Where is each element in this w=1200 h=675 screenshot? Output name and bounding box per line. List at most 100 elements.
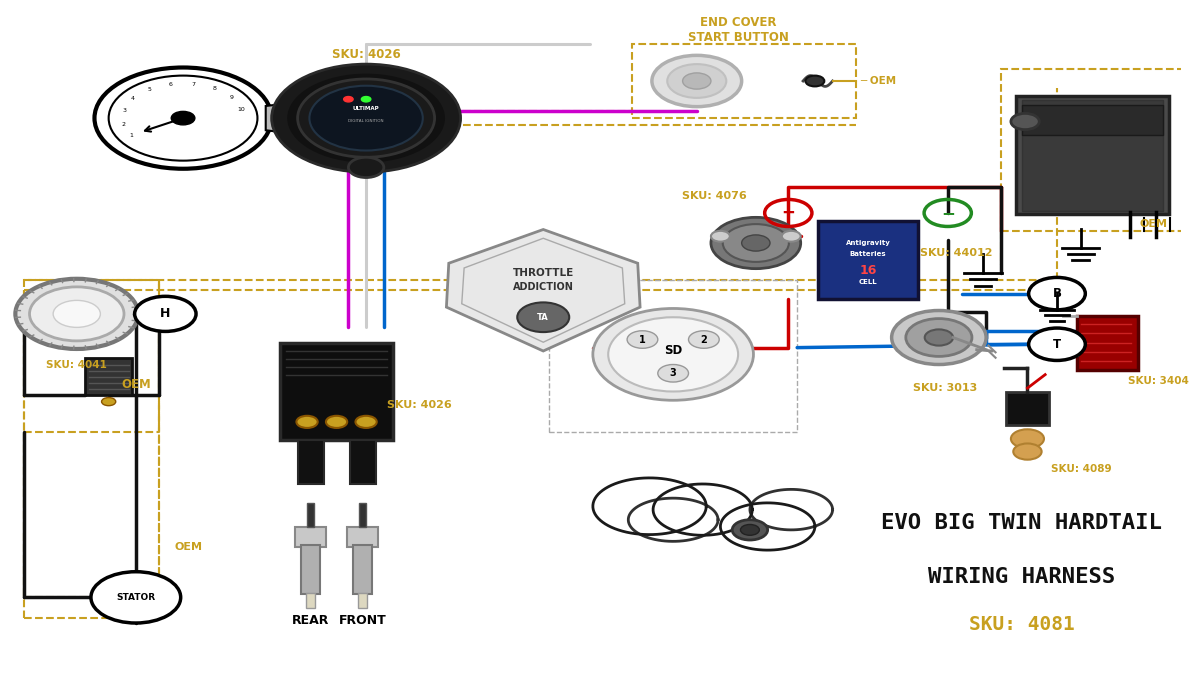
Circle shape bbox=[348, 157, 384, 178]
Circle shape bbox=[361, 97, 371, 102]
Text: 5: 5 bbox=[148, 87, 151, 92]
Circle shape bbox=[326, 416, 347, 428]
Text: SKU: 4081: SKU: 4081 bbox=[968, 615, 1074, 634]
Text: 6: 6 bbox=[168, 82, 173, 87]
Text: DIGITAL IGNITION: DIGITAL IGNITION bbox=[348, 119, 384, 124]
Circle shape bbox=[652, 55, 742, 107]
Circle shape bbox=[658, 364, 689, 382]
Circle shape bbox=[742, 235, 770, 251]
Circle shape bbox=[91, 572, 181, 623]
Text: WIRING HARNESS: WIRING HARNESS bbox=[928, 567, 1115, 587]
Circle shape bbox=[710, 217, 800, 269]
Text: 3: 3 bbox=[670, 369, 677, 378]
FancyBboxPatch shape bbox=[306, 593, 316, 608]
Text: TA: TA bbox=[538, 313, 550, 322]
Circle shape bbox=[689, 331, 719, 348]
Text: THROTTLE: THROTTLE bbox=[512, 269, 574, 278]
FancyBboxPatch shape bbox=[301, 545, 320, 594]
Text: B: B bbox=[1052, 287, 1062, 300]
FancyBboxPatch shape bbox=[1021, 105, 1163, 135]
Text: ─ OEM: ─ OEM bbox=[859, 76, 896, 86]
Circle shape bbox=[53, 300, 101, 327]
Text: SKU: 4041: SKU: 4041 bbox=[47, 360, 107, 369]
Text: STATOR: STATOR bbox=[116, 593, 155, 602]
Text: SKU: 4026: SKU: 4026 bbox=[386, 400, 451, 410]
Circle shape bbox=[95, 68, 271, 169]
FancyBboxPatch shape bbox=[298, 441, 324, 485]
Circle shape bbox=[298, 79, 434, 157]
Text: EVO BIG TWIN HARDTAIL: EVO BIG TWIN HARDTAIL bbox=[881, 513, 1162, 533]
FancyBboxPatch shape bbox=[1078, 316, 1139, 370]
Text: OEM: OEM bbox=[175, 542, 203, 551]
Circle shape bbox=[628, 331, 658, 348]
FancyBboxPatch shape bbox=[281, 343, 392, 441]
Circle shape bbox=[1013, 443, 1042, 460]
Text: 2: 2 bbox=[121, 122, 126, 127]
Text: 1: 1 bbox=[640, 335, 646, 344]
Text: SKU: 3404: SKU: 3404 bbox=[1128, 377, 1189, 386]
Circle shape bbox=[109, 76, 258, 161]
Text: OEM: OEM bbox=[1140, 219, 1168, 230]
Text: 16: 16 bbox=[859, 263, 877, 277]
Text: ULTIMAP: ULTIMAP bbox=[353, 105, 379, 111]
Polygon shape bbox=[265, 103, 289, 133]
FancyBboxPatch shape bbox=[353, 545, 372, 594]
Text: END COVER
START BUTTON: END COVER START BUTTON bbox=[688, 16, 788, 45]
Polygon shape bbox=[446, 230, 640, 351]
Text: SKU: 4076: SKU: 4076 bbox=[682, 191, 746, 200]
Text: SD: SD bbox=[664, 344, 683, 358]
Text: Antigravity: Antigravity bbox=[846, 240, 890, 246]
Text: FRONT: FRONT bbox=[338, 614, 386, 628]
Circle shape bbox=[1028, 328, 1085, 360]
Text: ADDICTION: ADDICTION bbox=[512, 282, 574, 292]
Text: T: T bbox=[1052, 338, 1061, 351]
FancyBboxPatch shape bbox=[818, 221, 918, 298]
Circle shape bbox=[710, 231, 730, 242]
Circle shape bbox=[134, 296, 196, 331]
Circle shape bbox=[667, 64, 726, 98]
Text: 4: 4 bbox=[131, 97, 136, 101]
Text: CELL: CELL bbox=[859, 279, 877, 285]
Text: 1: 1 bbox=[128, 133, 133, 138]
Circle shape bbox=[1010, 113, 1039, 130]
FancyBboxPatch shape bbox=[85, 358, 132, 395]
Text: H: H bbox=[160, 307, 170, 321]
FancyBboxPatch shape bbox=[1021, 100, 1163, 211]
Text: 9: 9 bbox=[229, 95, 234, 101]
FancyBboxPatch shape bbox=[295, 526, 326, 547]
Circle shape bbox=[30, 287, 124, 341]
Circle shape bbox=[925, 329, 953, 346]
Circle shape bbox=[1028, 277, 1085, 310]
Circle shape bbox=[722, 224, 788, 262]
Circle shape bbox=[355, 416, 377, 428]
Circle shape bbox=[517, 302, 569, 332]
FancyBboxPatch shape bbox=[359, 503, 366, 526]
Text: REAR: REAR bbox=[292, 614, 329, 628]
Text: Batteries: Batteries bbox=[850, 252, 887, 257]
FancyBboxPatch shape bbox=[349, 441, 376, 485]
Circle shape bbox=[732, 520, 768, 540]
Circle shape bbox=[271, 64, 461, 172]
Text: 10: 10 bbox=[238, 107, 245, 112]
Circle shape bbox=[102, 398, 115, 406]
Text: +: + bbox=[781, 204, 796, 222]
Text: 8: 8 bbox=[214, 86, 217, 91]
Text: −: − bbox=[941, 204, 955, 222]
Circle shape bbox=[172, 111, 194, 125]
Circle shape bbox=[906, 319, 972, 356]
Circle shape bbox=[16, 279, 138, 349]
Text: SKU: 3013: SKU: 3013 bbox=[913, 383, 977, 393]
Text: 2: 2 bbox=[701, 335, 707, 344]
Circle shape bbox=[683, 73, 710, 89]
Text: SKU: 4089: SKU: 4089 bbox=[1051, 464, 1111, 474]
Circle shape bbox=[286, 72, 446, 164]
FancyBboxPatch shape bbox=[347, 526, 378, 547]
FancyBboxPatch shape bbox=[1006, 392, 1049, 425]
Circle shape bbox=[593, 308, 754, 400]
Circle shape bbox=[343, 97, 353, 102]
Text: 3: 3 bbox=[122, 109, 126, 113]
FancyBboxPatch shape bbox=[358, 593, 367, 608]
Circle shape bbox=[1010, 429, 1044, 448]
Circle shape bbox=[296, 416, 318, 428]
Circle shape bbox=[782, 231, 800, 242]
